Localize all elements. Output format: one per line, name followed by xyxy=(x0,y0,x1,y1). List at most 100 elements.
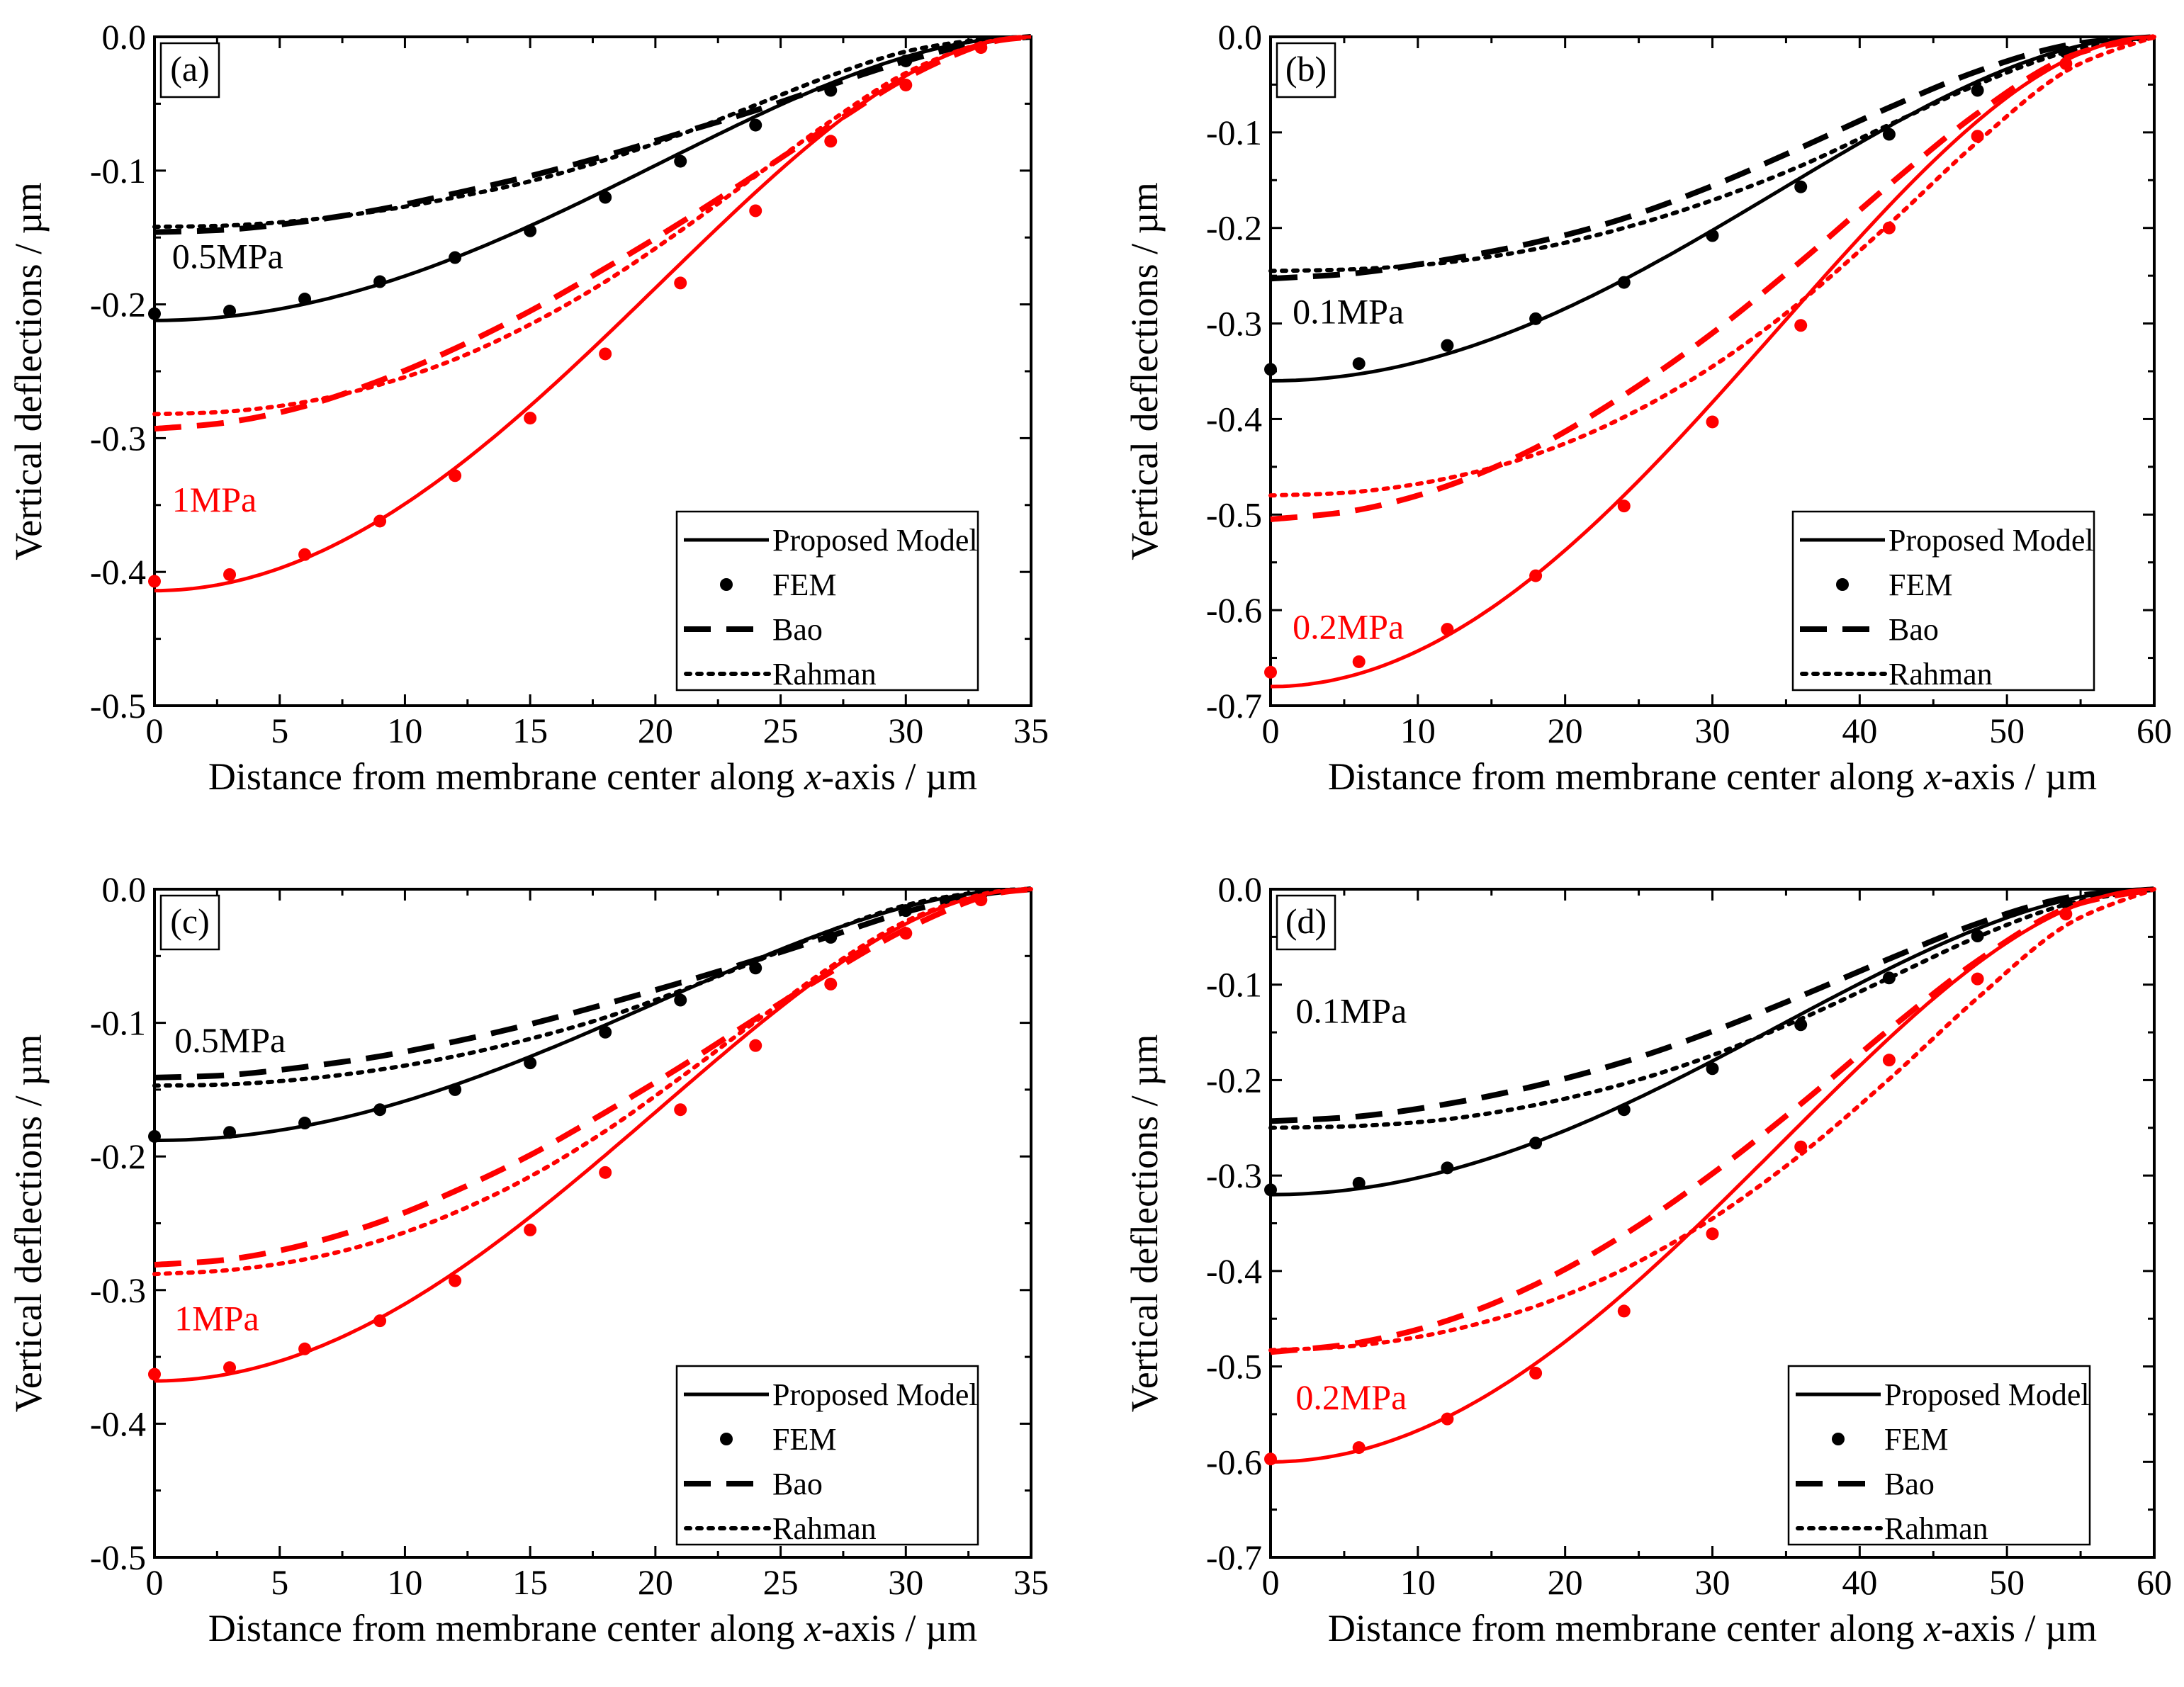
x-tick-label: 25 xyxy=(763,1562,799,1602)
fem-point xyxy=(524,224,537,237)
x-axis-title: Distance from membrane center along x-ax… xyxy=(208,755,977,798)
fem-point xyxy=(1971,930,1984,943)
legend-label-bao: Bao xyxy=(772,612,823,647)
x-tick-label: 40 xyxy=(1842,711,1877,750)
fem-point xyxy=(1264,1183,1277,1197)
y-tick-label: -0.1 xyxy=(1206,113,1262,152)
y-tick-label: -0.5 xyxy=(90,1538,146,1577)
fem-point xyxy=(2059,908,2073,921)
x-tick-label: 50 xyxy=(1989,1562,2025,1602)
fem-point xyxy=(1441,1161,1454,1175)
x-axis-title: Distance from membrane center along x-ax… xyxy=(1328,755,2097,798)
legend-label-fem: FEM xyxy=(772,568,836,602)
fem-point xyxy=(524,1056,537,1070)
bao-line xyxy=(1270,886,2155,1124)
legend-label-bao: Bao xyxy=(1884,1467,1935,1501)
pressure-label: 1MPa xyxy=(174,1298,259,1338)
proposed-model-line xyxy=(154,887,1032,1383)
legend-label-fem: FEM xyxy=(1884,1422,1948,1457)
panel-label-box xyxy=(159,894,220,951)
fem-point xyxy=(974,893,988,907)
x-tick-label: 5 xyxy=(271,1562,288,1602)
fem-point xyxy=(1441,339,1454,352)
fem-point xyxy=(599,1166,612,1179)
fem-point xyxy=(1617,276,1631,289)
fem-point xyxy=(1529,312,1543,325)
y-tick-label: -0.2 xyxy=(90,285,146,325)
fem-point xyxy=(824,977,838,991)
fem-point xyxy=(599,1025,612,1039)
fem-point xyxy=(223,1126,237,1139)
y-tick-label: -0.3 xyxy=(1206,304,1262,344)
x-tick-label: 0 xyxy=(1262,711,1280,750)
x-tick-label: 30 xyxy=(888,711,923,750)
fem-point xyxy=(373,1314,387,1328)
fem-point xyxy=(2059,57,2073,70)
x-tick-label: 35 xyxy=(1013,1562,1049,1602)
fem-point xyxy=(674,276,687,290)
panel-label-box xyxy=(1276,894,1336,951)
legend-label-fem: FEM xyxy=(772,1422,836,1457)
x-tick-label: 10 xyxy=(387,711,422,750)
panel-label-box xyxy=(1276,42,1336,98)
fem-point xyxy=(223,568,237,581)
bao-line xyxy=(154,886,1032,1268)
legend-label-proposed: Proposed Model xyxy=(772,1377,978,1412)
y-axis-title: Vertical deflections / µm xyxy=(7,1034,50,1412)
rahman-line xyxy=(1268,35,2156,273)
fem-point xyxy=(148,1129,161,1143)
pressure-label: 0.5MPa xyxy=(172,237,283,276)
panel-c: 0 5 10 15 20 25 30 35 0.0 -0.1 -0.2 -0.3 -0.4 -0.5 Dis… xyxy=(7,869,1049,1649)
x-tick-label: 0 xyxy=(146,1562,164,1602)
y-axis-title: Vertical deflections / µm xyxy=(7,182,50,560)
panel-label-text: (b) xyxy=(1285,49,1327,89)
legend-label-bao: Bao xyxy=(772,1467,823,1501)
y-tick-label: -0.1 xyxy=(90,1003,146,1043)
x-tick-label: 20 xyxy=(1548,711,1583,750)
fem-point xyxy=(1617,500,1631,513)
legend-label-bao: Bao xyxy=(1889,612,1939,647)
fem-point xyxy=(1529,569,1543,582)
x-tick-label: 50 xyxy=(1989,711,2025,750)
x-tick-label: 30 xyxy=(1695,1562,1730,1602)
fem-point xyxy=(1352,655,1366,668)
y-tick-label: -0.3 xyxy=(1206,1156,1262,1195)
y-tick-label: -0.2 xyxy=(1206,208,1262,248)
panel-a: 0 5 10 15 20 25 30 35 0.0 -0.1 -0.2 -0.3 -0.4 -0.5 Dis… xyxy=(7,17,1049,798)
legend-label-fem: FEM xyxy=(1889,568,1952,602)
legend-label-rahman: Rahman xyxy=(772,1511,877,1546)
x-tick-label: 10 xyxy=(1400,1562,1436,1602)
x-tick-label: 15 xyxy=(512,711,548,750)
y-tick-label: 0.0 xyxy=(102,17,147,57)
fem-point xyxy=(1882,221,1896,235)
legend: Proposed Model FEM Bao Rahman xyxy=(1791,510,2095,692)
y-tick-label: -0.7 xyxy=(1206,686,1262,726)
legend-label-proposed: Proposed Model xyxy=(1884,1377,2090,1412)
fem-point xyxy=(449,251,462,264)
x-tick-label: 0 xyxy=(1262,1562,1280,1602)
fem-point xyxy=(899,904,913,918)
fem-point xyxy=(1529,1136,1543,1150)
pressure-label: 0.2MPa xyxy=(1293,607,1404,647)
proposed-model-line xyxy=(154,35,1032,322)
fem-point xyxy=(223,1361,237,1375)
fem-point xyxy=(1971,84,1984,97)
fem-point xyxy=(148,1367,161,1381)
fem-point xyxy=(824,135,838,148)
pressure-label: 0.5MPa xyxy=(174,1020,286,1060)
x-tick-label: 20 xyxy=(638,1562,673,1602)
proposed-model-line xyxy=(1270,35,2155,689)
pressure-label: 0.1MPa xyxy=(1295,991,1407,1031)
fem-point xyxy=(148,307,161,320)
fem-point xyxy=(298,1342,312,1355)
x-tick-label: 5 xyxy=(271,711,288,750)
fem-point xyxy=(899,78,913,91)
fem-point xyxy=(449,469,462,483)
fem-point xyxy=(223,305,237,318)
x-tick-label: 60 xyxy=(2137,1562,2172,1602)
fem-point xyxy=(974,41,988,55)
fem-point xyxy=(2059,896,2073,909)
fem-point xyxy=(1794,319,1808,332)
x-tick-label: 20 xyxy=(1548,1562,1583,1602)
fem-point xyxy=(1352,1176,1366,1190)
